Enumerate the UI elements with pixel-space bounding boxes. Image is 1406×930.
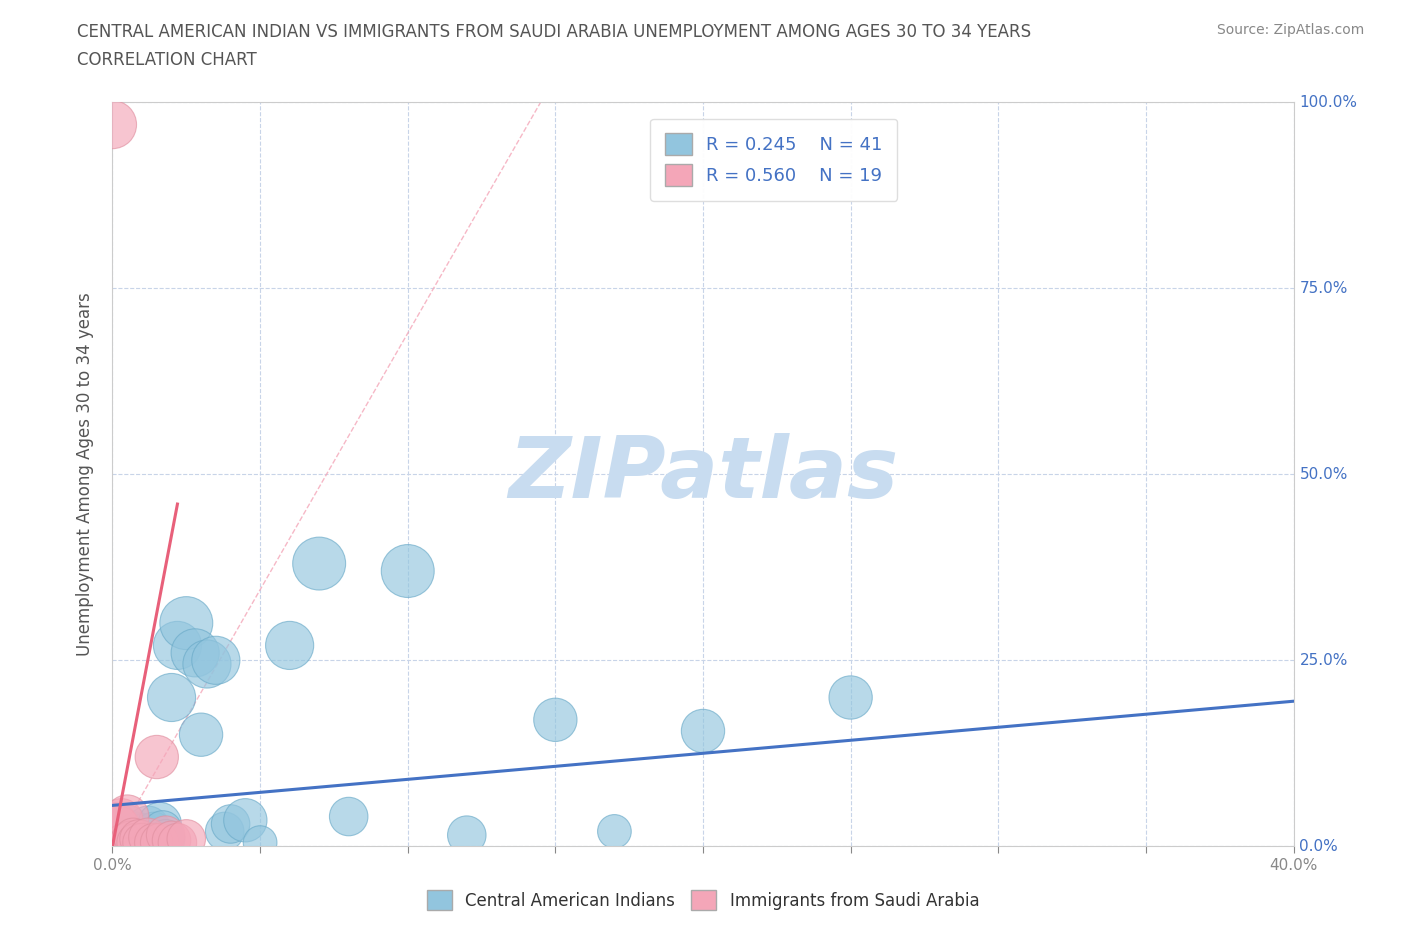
Text: 100.0%: 100.0%: [1299, 95, 1357, 110]
Point: [214, 824, 236, 839]
Text: 75.0%: 75.0%: [1299, 281, 1348, 296]
Point: [219, 817, 242, 831]
Text: 25.0%: 25.0%: [1299, 653, 1348, 668]
Point: [149, 817, 172, 831]
Point: [174, 831, 197, 846]
Point: [131, 835, 153, 850]
Point: [278, 638, 301, 653]
Text: 0.0%: 0.0%: [1299, 839, 1339, 854]
Point: [155, 828, 177, 843]
Point: [112, 828, 135, 843]
Point: [205, 653, 228, 668]
Point: [125, 835, 148, 850]
Point: [110, 833, 132, 848]
Point: [104, 817, 127, 831]
Point: [160, 690, 183, 705]
Point: [544, 712, 567, 727]
Point: [128, 833, 150, 848]
Point: [134, 826, 156, 841]
Point: [166, 835, 188, 850]
Legend: R = 0.245    N = 41, R = 0.560    N = 19: R = 0.245 N = 41, R = 0.560 N = 19: [651, 119, 897, 201]
Point: [337, 809, 360, 824]
Point: [136, 820, 159, 835]
Point: [233, 813, 256, 828]
Point: [195, 657, 218, 671]
Point: [396, 564, 419, 578]
Text: Source: ZipAtlas.com: Source: ZipAtlas.com: [1216, 23, 1364, 37]
Point: [131, 828, 153, 843]
Point: [128, 831, 150, 846]
Y-axis label: Unemployment Among Ages 30 to 34 years: Unemployment Among Ages 30 to 34 years: [76, 292, 94, 657]
Point: [131, 831, 153, 846]
Text: CENTRAL AMERICAN INDIAN VS IMMIGRANTS FROM SAUDI ARABIA UNEMPLOYMENT AMONG AGES : CENTRAL AMERICAN INDIAN VS IMMIGRANTS FR…: [77, 23, 1032, 41]
Point: [110, 813, 132, 828]
Point: [122, 830, 145, 844]
Point: [142, 835, 165, 850]
Point: [107, 835, 129, 850]
Point: [117, 835, 138, 850]
Point: [174, 616, 197, 631]
Point: [142, 824, 165, 839]
Point: [125, 835, 148, 850]
Point: [149, 835, 172, 850]
Point: [117, 809, 138, 824]
Text: 50.0%: 50.0%: [1299, 467, 1348, 482]
Point: [839, 690, 862, 705]
Point: [152, 822, 174, 837]
Text: ZIPatlas: ZIPatlas: [508, 432, 898, 516]
Point: [308, 556, 330, 571]
Point: [101, 117, 124, 132]
Point: [120, 831, 142, 846]
Point: [122, 830, 145, 844]
Point: [107, 820, 129, 835]
Point: [136, 830, 159, 844]
Point: [117, 817, 138, 831]
Point: [155, 831, 177, 846]
Point: [112, 835, 135, 850]
Point: [160, 833, 183, 848]
Point: [184, 645, 207, 660]
Legend: Central American Indians, Immigrants from Saudi Arabia: Central American Indians, Immigrants fro…: [420, 884, 986, 917]
Text: CORRELATION CHART: CORRELATION CHART: [77, 51, 257, 69]
Point: [101, 831, 124, 846]
Point: [692, 724, 714, 738]
Point: [249, 835, 271, 850]
Point: [139, 835, 162, 850]
Point: [190, 727, 212, 742]
Point: [146, 750, 169, 764]
Point: [120, 833, 142, 848]
Point: [166, 638, 188, 653]
Point: [603, 824, 626, 839]
Point: [146, 835, 169, 850]
Point: [125, 824, 148, 839]
Point: [456, 828, 478, 843]
